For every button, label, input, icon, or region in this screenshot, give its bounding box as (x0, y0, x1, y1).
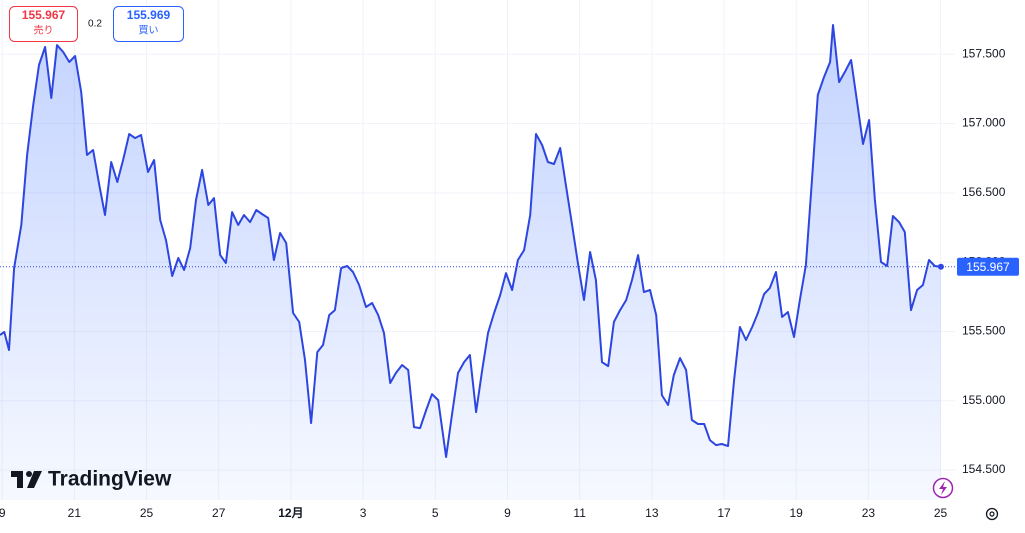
x-tick-label: 3 (360, 506, 367, 520)
buy-price: 155.969 (127, 8, 171, 22)
x-tick-label: 19 (790, 506, 804, 520)
x-tick-label: 25 (934, 506, 948, 520)
brand-name: TradingView (48, 468, 172, 491)
y-tick-label: 156.500 (962, 185, 1006, 199)
x-tick-label: 11 (573, 506, 586, 520)
x-tick-label: 5 (432, 506, 439, 520)
x-tick-label: 12月 (278, 506, 303, 520)
area-fill (0, 25, 941, 500)
spread: 0.2 (88, 19, 102, 30)
icon-bolt (939, 481, 947, 495)
y-tick-label: 157.500 (962, 46, 1006, 60)
logo-mark (11, 471, 23, 488)
logo: TradingView (11, 468, 172, 491)
y-tick-label: 155.000 (962, 393, 1006, 407)
x-tick-label: 17 (717, 506, 731, 520)
x-tick-label: 25 (140, 506, 154, 520)
last-point (937, 263, 944, 270)
y-tick-label: 155.500 (962, 324, 1006, 338)
buy-button[interactable] (113, 6, 184, 42)
lightning-button[interactable] (932, 477, 954, 499)
sell-button[interactable] (9, 6, 78, 42)
x-tick-label: 13 (645, 506, 659, 520)
buy-label: 買い (139, 25, 159, 37)
last-price-box (957, 257, 1019, 276)
plot (0, 24, 942, 500)
price-line (0, 24, 942, 458)
sell-price: 155.967 (22, 8, 66, 22)
x-tick-label: 9 (0, 506, 6, 520)
y-tick-label: 154.500 (962, 462, 1006, 476)
logo-mark (27, 471, 42, 488)
settings-button[interactable] (985, 507, 999, 521)
sell-label: 売り (34, 24, 54, 37)
x-tick-label: 27 (212, 506, 226, 520)
x-tick-label: 23 (862, 506, 876, 520)
price-indicator: 155.967 (0, 257, 1019, 276)
y-tick-label: 157.000 (962, 116, 1006, 130)
last-price-label: 155.967 (966, 260, 1010, 274)
x-tick-label: 9 (504, 506, 511, 520)
trade-panel[interactable]: 155.967 売り 0.2 155.969 買い (9, 6, 184, 42)
logo-dot (26, 471, 32, 477)
gear-center (989, 511, 995, 517)
x-tick-label: 21 (68, 506, 82, 520)
gear (985, 507, 999, 521)
